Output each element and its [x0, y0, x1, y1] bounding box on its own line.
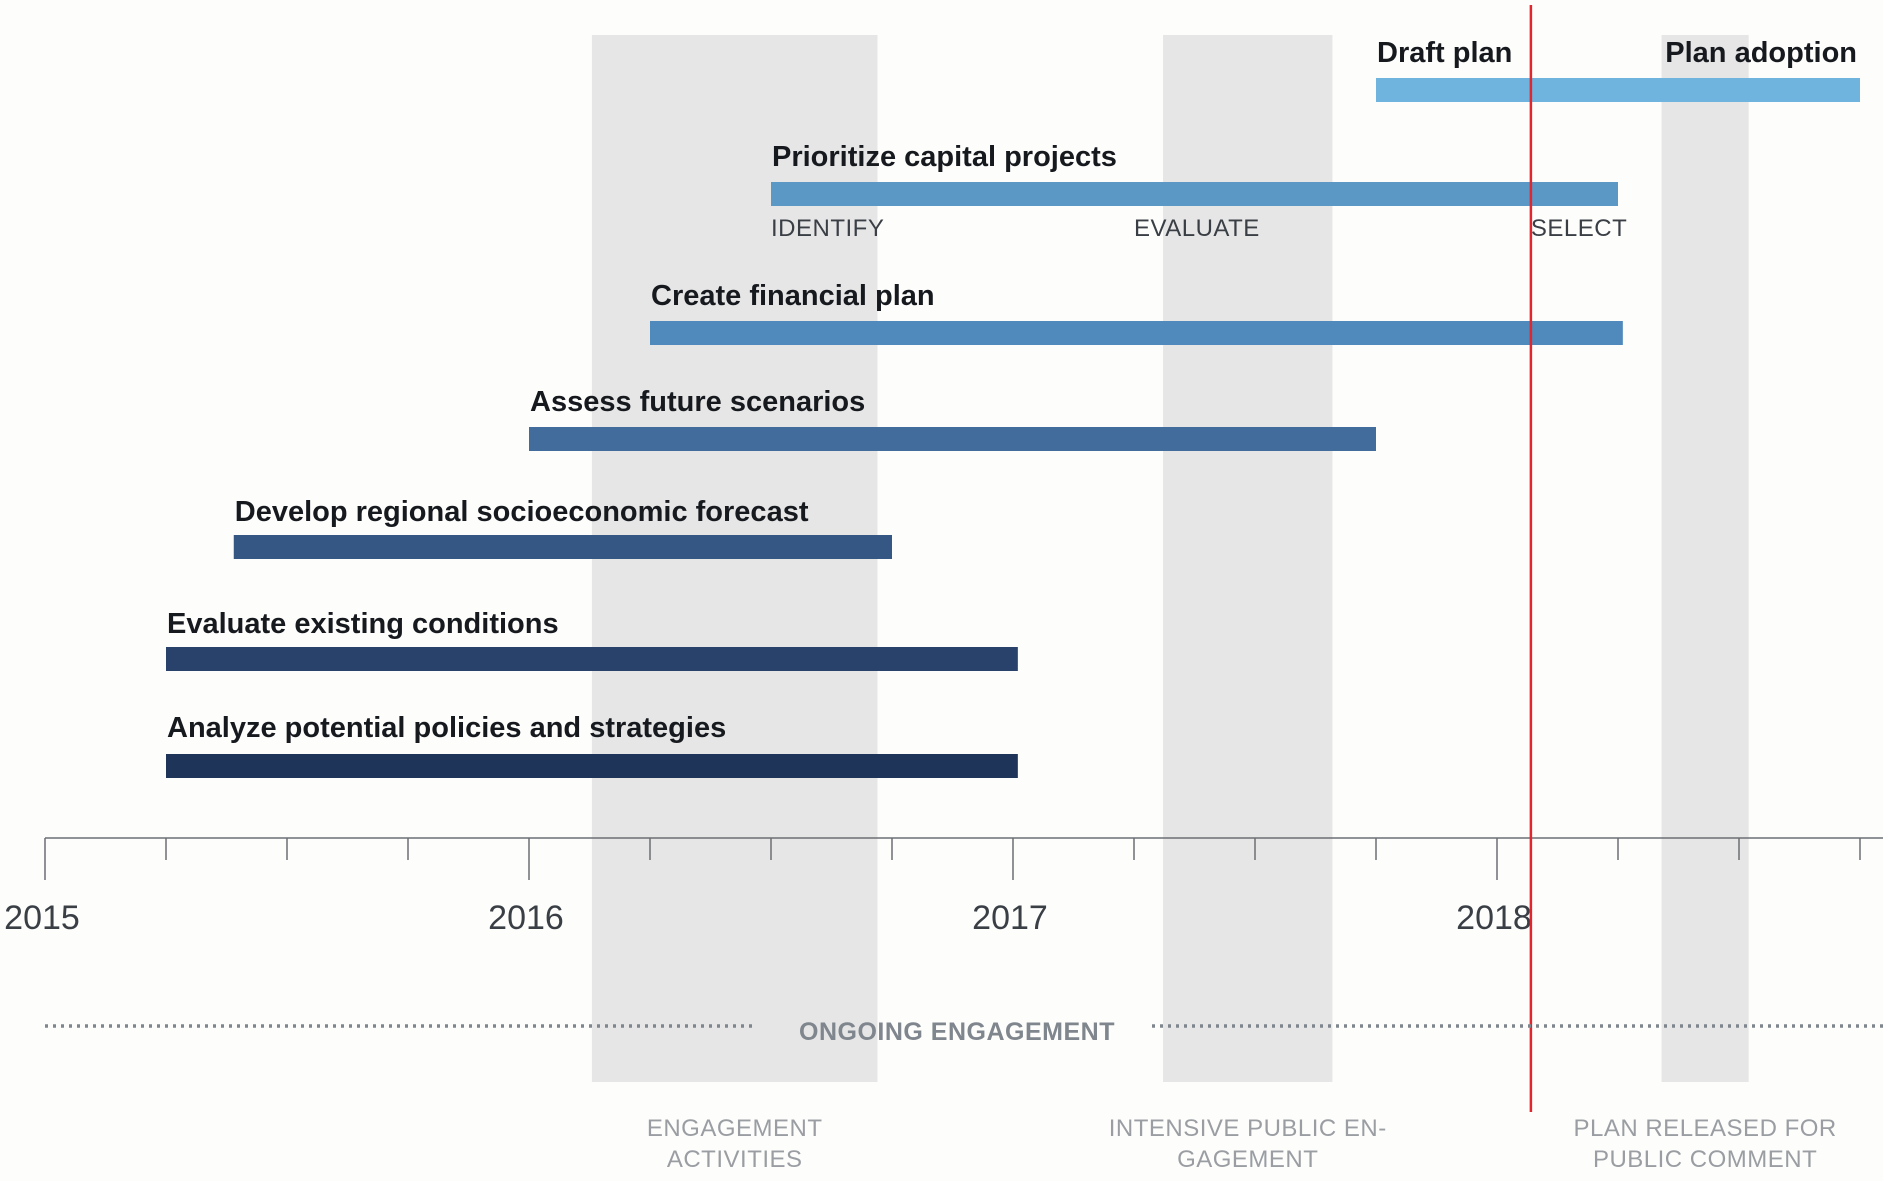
band-label: ACTIVITIES [667, 1146, 803, 1173]
band-label: PLAN RELEASED FOR [1573, 1115, 1836, 1142]
task-bar [529, 427, 1376, 451]
band-label: ENGAGEMENT [647, 1115, 823, 1142]
phase-label: IDENTIFY [771, 215, 884, 242]
band-label: GAGEMENT [1177, 1146, 1318, 1173]
band-label: PUBLIC COMMENT [1593, 1146, 1817, 1173]
phase-label: EVALUATE [1134, 215, 1260, 242]
task-label: Create financial plan [651, 280, 935, 312]
engagement-band [1163, 35, 1333, 1082]
axis-tick-label: 2017 [972, 899, 1048, 937]
engagement-band [1661, 35, 1749, 1082]
axis-tick-label: 2016 [488, 899, 564, 937]
task-label: Assess future scenarios [530, 386, 865, 418]
task-label: Prioritize capital projects [772, 141, 1117, 173]
task-bar [166, 647, 1018, 671]
task-bars: Draft plan Plan adoption Prioritize capita… [166, 37, 1860, 778]
ongoing-engagement-label: ONGOING ENGAGEMENT [799, 1018, 1115, 1046]
milestone-label: Plan adoption [1665, 37, 1857, 69]
time-axis: 2015 2016 2017 2018 [4, 837, 1883, 937]
task-bar [1376, 78, 1860, 102]
task-label: Analyze potential policies and strategie… [167, 712, 726, 744]
task-label: Evaluate existing conditions [167, 608, 559, 640]
task-bar [233, 535, 892, 559]
ongoing-engagement: ONGOING ENGAGEMENT [45, 1018, 1883, 1046]
task-bar [650, 321, 1623, 345]
band-label: INTENSIVE PUBLIC EN- [1109, 1115, 1387, 1142]
task-label: Draft plan [1377, 37, 1512, 69]
task-label: Develop regional socioeconomic forecast [235, 496, 809, 528]
axis-tick-label: 2018 [1456, 899, 1532, 937]
phase-label: SELECT [1531, 215, 1627, 242]
axis-tick-label: 2015 [4, 899, 80, 937]
task-bar [771, 182, 1618, 206]
task-bar [166, 754, 1018, 778]
